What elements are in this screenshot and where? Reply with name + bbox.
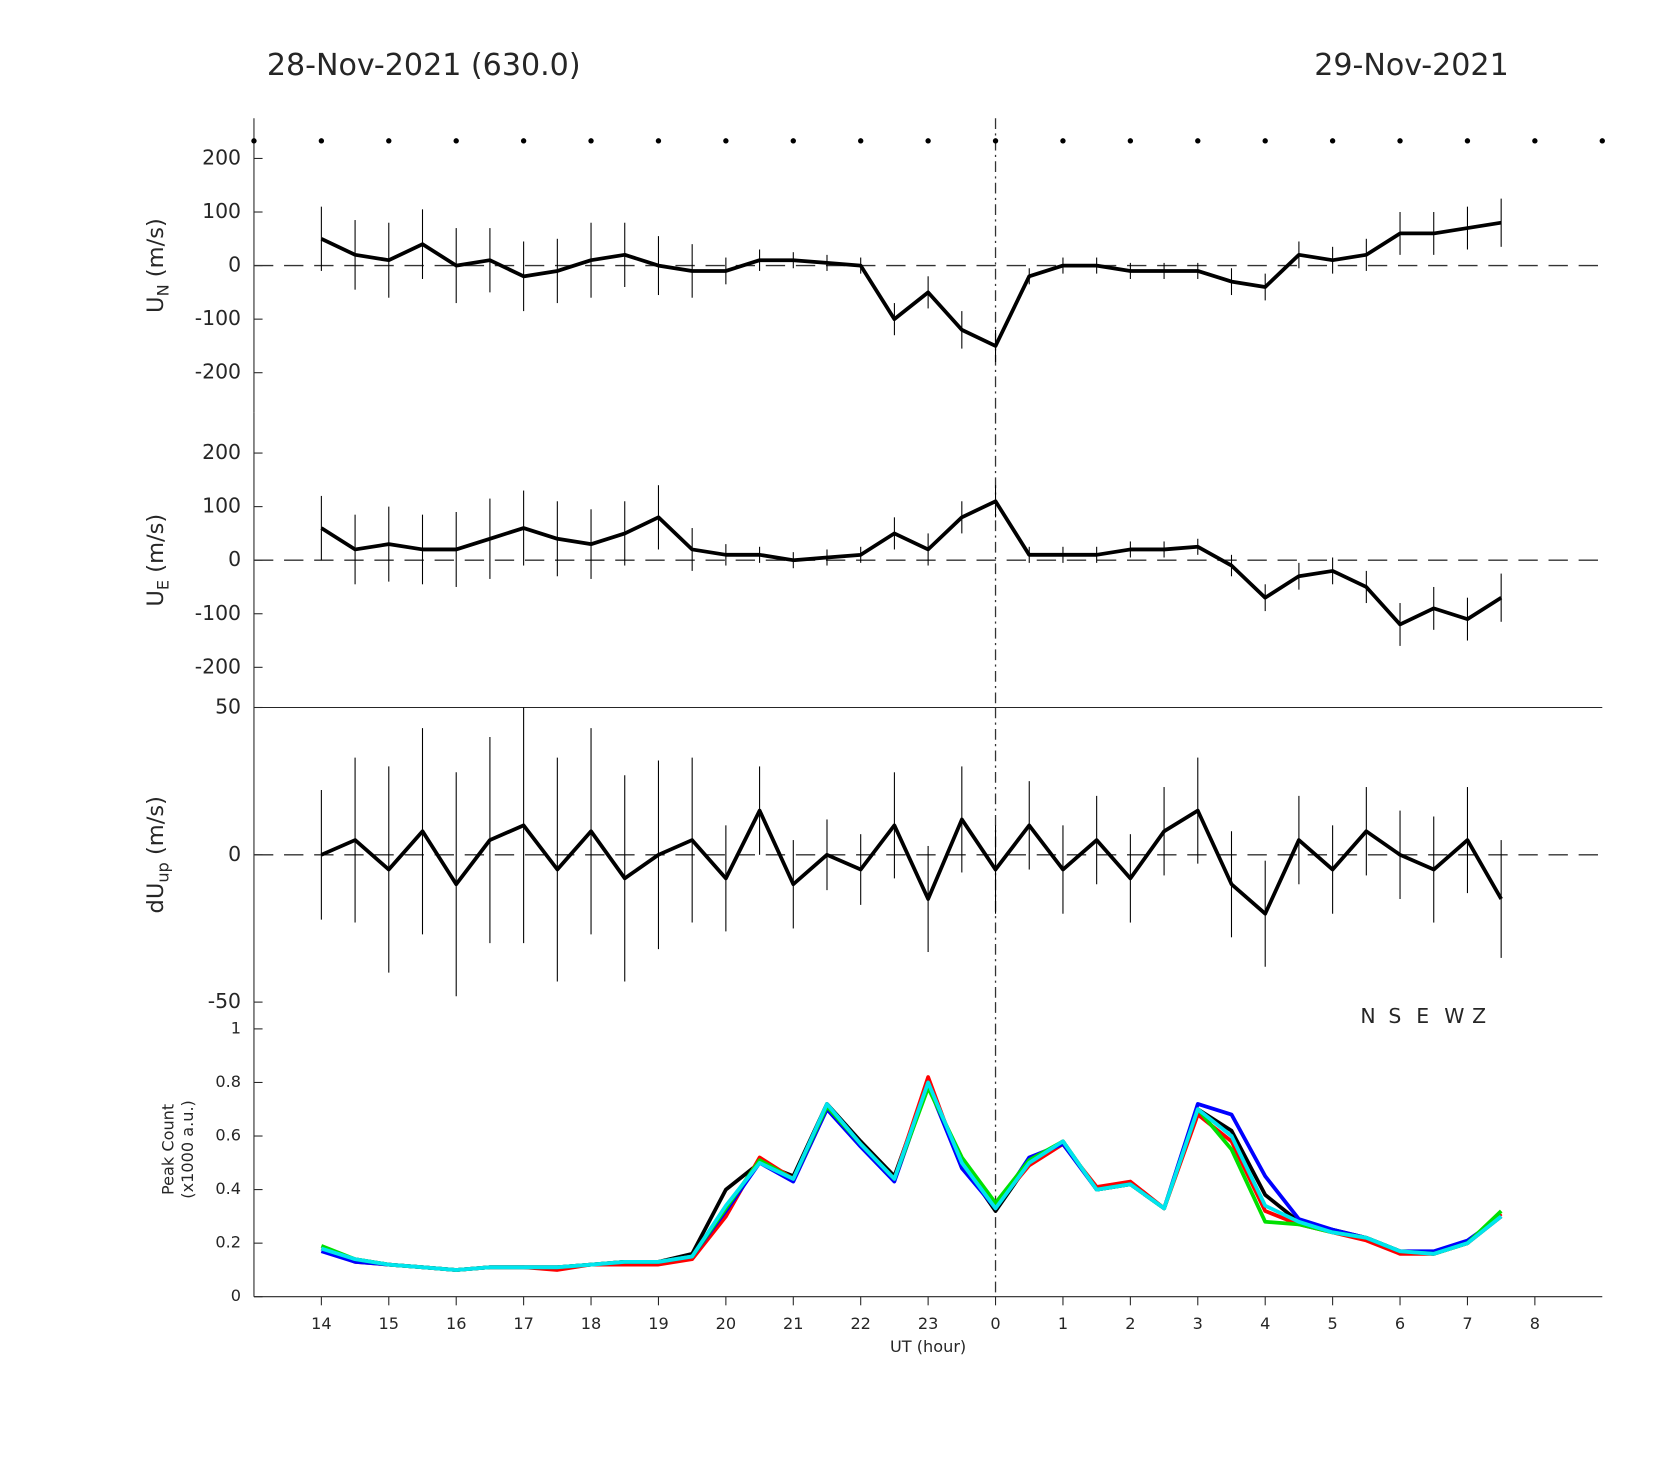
x-tick-label: 7 [1462,1314,1472,1333]
hour-dot [1397,138,1403,144]
x-tick-label: 18 [581,1314,602,1333]
series-line [320,499,1503,627]
x-tick-label: 4 [1260,1314,1270,1333]
hour-dot [1127,138,1134,144]
y-label-unit: (m/s) [143,796,169,862]
x-tick-label: 8 [1530,1314,1540,1333]
legend-entry: N [1360,1004,1375,1028]
y-label-unit: (m/s) [143,218,169,284]
y-tick-label: 200 [202,145,241,169]
hour-dot [1532,138,1538,144]
x-tick-label: 6 [1395,1314,1405,1333]
y-tick-label: 0 [228,253,241,277]
x-tick-label: 0 [990,1314,1000,1333]
x-tick-label: 3 [1193,1314,1203,1333]
series-line [320,1080,1503,1272]
y-label-main: U [143,590,169,607]
hour-dot [588,138,594,144]
x-tick-label: 15 [379,1314,400,1333]
y-label-main: U [143,296,169,313]
x-tick-label: 2 [1125,1314,1135,1333]
y-axis-label: Peak Count [159,1104,178,1195]
y-tick-label: 50 [215,694,241,718]
y-axis-label: (x1000 a.u.) [178,1100,197,1199]
x-axis-label: UT (hour) [890,1337,966,1356]
y-tick-label: -200 [195,654,241,678]
hour-dot [1195,138,1201,144]
hour-dot [318,138,325,144]
hour-dot [723,138,729,144]
y-tick-label: 0.4 [215,1179,241,1198]
y-label-sub: E [153,580,172,590]
x-tick-label: 21 [783,1314,804,1333]
hour-dot [1464,138,1471,144]
y-axis-label: UE (m/s) [143,514,173,607]
legend-entry: S [1388,1004,1401,1028]
hour-dot [386,138,392,144]
y-tick-label: 0.2 [215,1233,241,1252]
x-tick-label: 1 [1058,1314,1068,1333]
y-axis-label: dUup (m/s) [143,796,173,913]
hour-dot [453,138,459,144]
x-tick-label: 17 [513,1314,534,1333]
x-tick-label: 5 [1327,1314,1337,1333]
hour-dot [790,138,796,144]
y-tick-label: 1 [231,1018,241,1037]
series-line [320,808,1503,916]
hour-dot [992,138,999,144]
hour-dot [1599,138,1605,144]
y-tick-label: 0 [231,1286,241,1305]
y-tick-label: 0.6 [215,1126,241,1145]
y-label-main: dU [143,883,169,914]
y-tick-label: -200 [195,360,241,384]
y-label-sub: N [153,284,172,296]
legend-entry: E [1416,1004,1429,1028]
y-tick-label: -100 [195,306,241,330]
hour-dot [1060,138,1066,144]
date-left: 28-Nov-2021 (630.0) [267,48,581,83]
x-tick-label: 19 [648,1314,669,1333]
y-tick-label: 100 [202,199,241,223]
x-tick-label: 20 [716,1314,737,1333]
y-label-sub: up [153,862,172,882]
y-tick-label: 0 [228,547,241,571]
x-tick-label: 22 [850,1314,871,1333]
y-tick-label: -100 [195,601,241,625]
hour-dot [925,138,931,144]
hour-dot [251,138,257,144]
hour-dot [858,138,864,144]
y-axis-label: UN (m/s) [143,218,173,313]
y-tick-label: 100 [202,494,241,518]
y-tick-label: 0.8 [215,1072,241,1091]
legend-entry: Z [1472,1004,1486,1028]
y-tick-label: 200 [202,440,241,464]
legend-entry: W [1444,1004,1464,1028]
x-tick-label: 16 [446,1314,467,1333]
hour-dot [1329,138,1336,144]
y-tick-label: -50 [208,989,241,1013]
hour-dot [520,138,527,144]
hour-dot [655,138,662,144]
y-tick-label: 0 [228,842,241,866]
date-right: 29-Nov-2021 [1314,48,1509,83]
y-label-unit: (m/s) [143,514,169,580]
series-line [320,220,1502,348]
x-tick-label: 23 [918,1314,939,1333]
x-tick-label: 14 [311,1314,332,1333]
hour-dot [1262,138,1268,144]
